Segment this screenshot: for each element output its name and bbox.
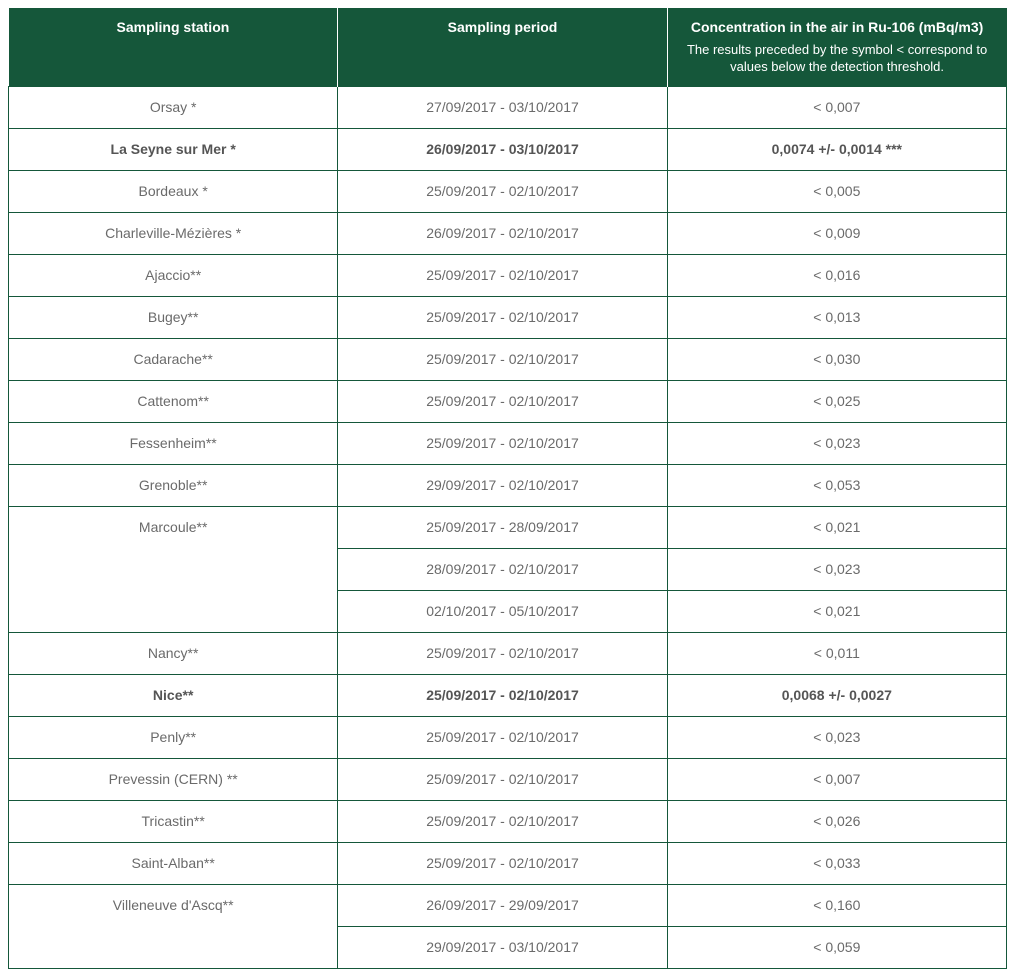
table-row: Fessenheim**25/09/2017 - 02/10/2017< 0,0… — [9, 422, 1007, 464]
cell-concentration: 0,0068 +/- 0,0027 — [667, 674, 1006, 716]
cell-station-suffix: ** — [183, 687, 194, 703]
cell-period: 25/09/2017 - 02/10/2017 — [338, 170, 667, 212]
cell-period: 02/10/2017 - 05/10/2017 — [338, 590, 667, 632]
cell-concentration: < 0,009 — [667, 212, 1006, 254]
col-header-concentration-main: Concentration in the air in Ru-106 (mBq/… — [691, 19, 983, 35]
ru106-concentration-table: Sampling station Sampling period Concent… — [8, 8, 1007, 969]
cell-period: 25/09/2017 - 02/10/2017 — [338, 632, 667, 674]
cell-concentration: < 0,053 — [667, 464, 1006, 506]
cell-concentration: < 0,033 — [667, 842, 1006, 884]
cell-station: Villeneuve d'Ascq** — [9, 884, 338, 968]
cell-period: 25/09/2017 - 02/10/2017 — [338, 758, 667, 800]
col-header-station-main: Sampling station — [117, 19, 230, 35]
cell-period: 25/09/2017 - 28/09/2017 — [338, 506, 667, 548]
table-row: Nancy**25/09/2017 - 02/10/2017< 0,011 — [9, 632, 1007, 674]
table-row: Tricastin**25/09/2017 - 02/10/2017< 0,02… — [9, 800, 1007, 842]
table-row: Prevessin (CERN) **25/09/2017 - 02/10/20… — [9, 758, 1007, 800]
cell-concentration: < 0,025 — [667, 380, 1006, 422]
cell-station: Ajaccio** — [9, 254, 338, 296]
cell-period: 25/09/2017 - 02/10/2017 — [338, 422, 667, 464]
cell-period: 25/09/2017 - 02/10/2017 — [338, 296, 667, 338]
cell-period: 25/09/2017 - 02/10/2017 — [338, 674, 667, 716]
cell-concentration: < 0,030 — [667, 338, 1006, 380]
table-body: Orsay *27/09/2017 - 03/10/2017< 0,007La … — [9, 86, 1007, 968]
table-row: La Seyne sur Mer *26/09/2017 - 03/10/201… — [9, 128, 1007, 170]
cell-station: Bordeaux * — [9, 170, 338, 212]
cell-station: Charleville-Mézières * — [9, 212, 338, 254]
table-row: Nice**25/09/2017 - 02/10/20170,0068 +/- … — [9, 674, 1007, 716]
cell-concentration: 0,0074 +/- 0,0014 *** — [667, 128, 1006, 170]
cell-concentration: < 0,016 — [667, 254, 1006, 296]
table-row: Marcoule**25/09/2017 - 28/09/2017< 0,021 — [9, 506, 1007, 548]
cell-period: 26/09/2017 - 02/10/2017 — [338, 212, 667, 254]
cell-period: 25/09/2017 - 02/10/2017 — [338, 842, 667, 884]
cell-concentration: < 0,026 — [667, 800, 1006, 842]
col-header-station: Sampling station — [9, 8, 338, 86]
cell-station: Fessenheim** — [9, 422, 338, 464]
cell-concentration: < 0,160 — [667, 884, 1006, 926]
table-row: Villeneuve d'Ascq**26/09/2017 - 29/09/20… — [9, 884, 1007, 926]
cell-station: Grenoble** — [9, 464, 338, 506]
cell-period: 25/09/2017 - 02/10/2017 — [338, 800, 667, 842]
table-row: Penly**25/09/2017 - 02/10/2017< 0,023 — [9, 716, 1007, 758]
cell-concentration: < 0,013 — [667, 296, 1006, 338]
table-row: Saint-Alban**25/09/2017 - 02/10/2017< 0,… — [9, 842, 1007, 884]
cell-concentration: < 0,021 — [667, 590, 1006, 632]
cell-concentration: < 0,011 — [667, 632, 1006, 674]
cell-period: 27/09/2017 - 03/10/2017 — [338, 86, 667, 128]
col-header-concentration-sub: The results preceded by the symbol < cor… — [682, 41, 993, 76]
table-row: Ajaccio**25/09/2017 - 02/10/2017< 0,016 — [9, 254, 1007, 296]
col-header-period: Sampling period — [338, 8, 667, 86]
cell-station: Orsay * — [9, 86, 338, 128]
cell-station-name: Nice — [153, 687, 183, 703]
cell-station: Bugey** — [9, 296, 338, 338]
cell-station: Cadarache** — [9, 338, 338, 380]
cell-period: 25/09/2017 - 02/10/2017 — [338, 338, 667, 380]
cell-period: 28/09/2017 - 02/10/2017 — [338, 548, 667, 590]
cell-station: Penly** — [9, 716, 338, 758]
cell-period: 29/09/2017 - 03/10/2017 — [338, 926, 667, 968]
cell-concentration: < 0,059 — [667, 926, 1006, 968]
cell-period: 25/09/2017 - 02/10/2017 — [338, 380, 667, 422]
table-row: Cattenom**25/09/2017 - 02/10/2017< 0,025 — [9, 380, 1007, 422]
table-row: Bordeaux *25/09/2017 - 02/10/2017< 0,005 — [9, 170, 1007, 212]
table-header-row: Sampling station Sampling period Concent… — [9, 8, 1007, 86]
cell-station: Marcoule** — [9, 506, 338, 632]
cell-station: La Seyne sur Mer * — [9, 128, 338, 170]
col-header-period-main: Sampling period — [448, 19, 558, 35]
cell-period: 25/09/2017 - 02/10/2017 — [338, 716, 667, 758]
cell-station: Nancy** — [9, 632, 338, 674]
cell-concentration: < 0,007 — [667, 758, 1006, 800]
cell-concentration: < 0,023 — [667, 422, 1006, 464]
col-header-concentration: Concentration in the air in Ru-106 (mBq/… — [667, 8, 1006, 86]
cell-concentration: < 0,007 — [667, 86, 1006, 128]
cell-station: Tricastin** — [9, 800, 338, 842]
table-row: Orsay *27/09/2017 - 03/10/2017< 0,007 — [9, 86, 1007, 128]
table-row: Cadarache**25/09/2017 - 02/10/2017< 0,03… — [9, 338, 1007, 380]
cell-station: Prevessin (CERN) ** — [9, 758, 338, 800]
cell-period: 29/09/2017 - 02/10/2017 — [338, 464, 667, 506]
table-row: Bugey**25/09/2017 - 02/10/2017< 0,013 — [9, 296, 1007, 338]
cell-concentration: < 0,005 — [667, 170, 1006, 212]
cell-period: 25/09/2017 - 02/10/2017 — [338, 254, 667, 296]
cell-concentration: < 0,023 — [667, 548, 1006, 590]
cell-station: Nice** — [9, 674, 338, 716]
cell-period: 26/09/2017 - 29/09/2017 — [338, 884, 667, 926]
cell-concentration: < 0,021 — [667, 506, 1006, 548]
cell-period: 26/09/2017 - 03/10/2017 — [338, 128, 667, 170]
cell-station: Saint-Alban** — [9, 842, 338, 884]
table-row: Grenoble**29/09/2017 - 02/10/2017< 0,053 — [9, 464, 1007, 506]
cell-station: Cattenom** — [9, 380, 338, 422]
cell-concentration: < 0,023 — [667, 716, 1006, 758]
table-row: Charleville-Mézières *26/09/2017 - 02/10… — [9, 212, 1007, 254]
